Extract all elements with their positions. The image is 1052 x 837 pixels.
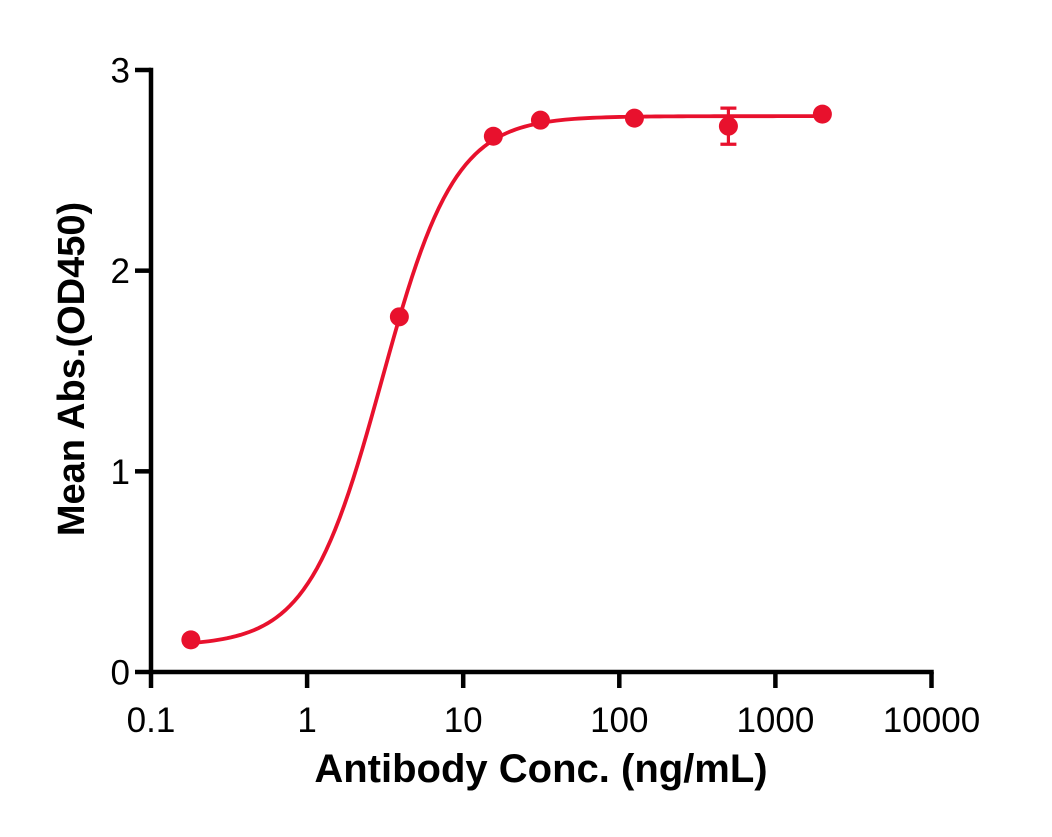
- data-point: [812, 104, 832, 124]
- x-tick-label: 100: [590, 701, 648, 740]
- y-axis-title: Mean Abs.(OD450): [51, 202, 93, 536]
- fit-curve-group: [188, 114, 825, 645]
- fit-curve: [188, 114, 825, 645]
- y-tick-label: 0: [111, 654, 130, 693]
- x-axis-title: Antibody Conc. (ng/mL): [314, 747, 767, 791]
- data-point: [624, 108, 644, 128]
- axes: [148, 67, 934, 675]
- x-tick-label: 1: [297, 701, 316, 740]
- x-tick-label: 0.1: [127, 701, 176, 740]
- data-point: [718, 116, 738, 136]
- y-tick-label: 1: [111, 453, 130, 492]
- x-tick-label: 10000: [883, 701, 980, 740]
- x-tick-label: 1000: [736, 701, 814, 740]
- x-axis-ticks: 0.1 1 10 100 1000 10000: [127, 672, 980, 740]
- data-points-group: [181, 104, 832, 650]
- data-point: [181, 630, 201, 650]
- data-point: [483, 126, 503, 146]
- data-point: [530, 110, 550, 130]
- x-tick-label: 10: [444, 701, 483, 740]
- y-tick-label: 3: [111, 52, 130, 91]
- y-tick-label: 2: [111, 252, 130, 291]
- y-axis-ticks: 0 1 2 3: [111, 52, 151, 693]
- data-point: [389, 307, 409, 327]
